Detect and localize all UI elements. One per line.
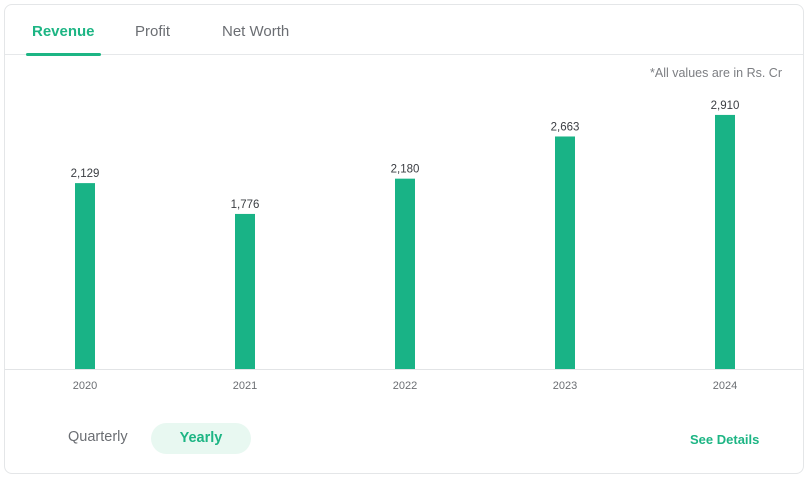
- bar-value-label: 2,180: [391, 164, 420, 176]
- bar-2021[interactable]: [235, 213, 255, 369]
- bar-2023[interactable]: [555, 136, 575, 369]
- bar-2024[interactable]: [715, 114, 735, 369]
- bar-value-label: 2,663: [551, 121, 580, 133]
- tab-profit[interactable]: Profit: [135, 23, 171, 40]
- bar-value-label: 2,129: [71, 168, 100, 180]
- revenue-card: Revenue Profit Net Worth *All values are…: [4, 4, 804, 474]
- yearly-toggle[interactable]: Yearly: [151, 423, 251, 454]
- metric-tabs: Revenue Profit Net Worth: [5, 5, 803, 56]
- tab-net-worth[interactable]: Net Worth: [222, 23, 290, 40]
- bar-2020[interactable]: [75, 183, 95, 369]
- bar-2022[interactable]: [395, 178, 415, 369]
- x-tick-label: 2024: [713, 380, 737, 392]
- tab-revenue[interactable]: Revenue: [26, 23, 101, 56]
- quarterly-toggle[interactable]: Quarterly: [68, 429, 128, 445]
- units-note: *All values are in Rs. Cr: [650, 66, 782, 80]
- x-tick-label: 2020: [73, 380, 97, 392]
- x-tick-label: 2021: [233, 380, 257, 392]
- x-tick-label: 2022: [393, 380, 417, 392]
- bar-value-label: 2,910: [711, 100, 740, 112]
- see-details-link[interactable]: See Details: [690, 432, 760, 447]
- x-tick-label: 2023: [553, 380, 577, 392]
- bar-value-label: 1,776: [231, 199, 260, 211]
